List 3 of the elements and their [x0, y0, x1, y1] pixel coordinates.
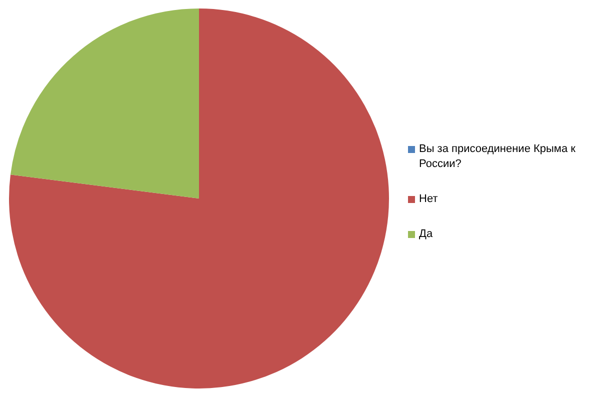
- legend-label: Да: [419, 227, 433, 242]
- legend-label: Нет: [419, 192, 438, 207]
- legend-label: Вы за присоединение Крыма к России?: [419, 142, 576, 172]
